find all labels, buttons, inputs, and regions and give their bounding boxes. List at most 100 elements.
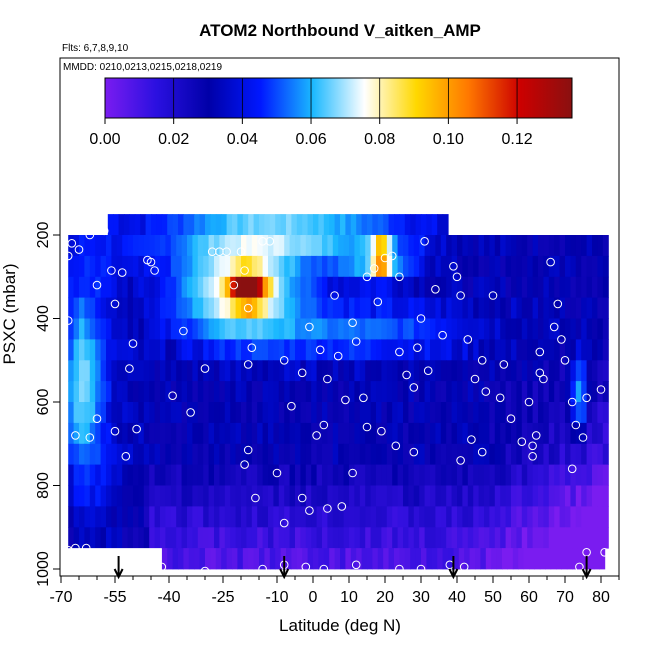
heatmap-cell [311, 443, 318, 466]
sample-point [402, 370, 411, 380]
heatmap-cell [413, 255, 420, 278]
heatmap-cell [554, 297, 561, 319]
heatmap-cell [111, 276, 118, 299]
heatmap-cell [138, 402, 145, 424]
heatmap-cell [539, 548, 546, 570]
heatmap-cell [286, 548, 292, 570]
heatmap-cell [500, 485, 507, 507]
heatmap-cell [565, 360, 571, 382]
heatmap-cell [484, 297, 490, 319]
heatmap-cell [100, 235, 107, 257]
heatmap-cell [311, 235, 318, 257]
heatmap-cell [215, 548, 222, 570]
heatmap-cell [327, 527, 334, 549]
heatmap-cell [149, 506, 156, 528]
heatmap-cell [73, 506, 80, 528]
heatmap-cell [154, 402, 161, 424]
heatmap-cell [386, 464, 393, 486]
heatmap-cell [161, 548, 168, 570]
heatmap-cell [386, 422, 393, 445]
heatmap-cell [224, 297, 231, 319]
heatmap-cell [446, 464, 453, 486]
heatmap-cell [273, 255, 280, 278]
heatmap-cell [170, 402, 177, 424]
sample-point [362, 422, 372, 432]
heatmap-cell [262, 235, 269, 257]
heatmap-cell [494, 339, 501, 361]
heatmap-cell [106, 318, 112, 340]
heatmap-cell [532, 339, 539, 361]
heatmap-cell [170, 235, 177, 257]
heatmap-cell [322, 255, 328, 278]
heatmap-cell [572, 548, 579, 570]
heatmap-cell [343, 235, 350, 257]
heatmap-cell [273, 443, 280, 466]
heatmap-cell [68, 318, 75, 340]
heatmap-cell [575, 402, 582, 424]
heatmap-cell [116, 402, 123, 424]
heatmap-cell [489, 318, 496, 340]
heatmap-cell [527, 402, 534, 424]
heatmap-cell [224, 443, 231, 466]
heatmap-cell [262, 464, 269, 486]
heatmap-cell [365, 297, 372, 319]
heatmap-cell [122, 297, 129, 319]
heatmap-cell [404, 548, 411, 570]
heatmap-cell [376, 402, 382, 424]
heatmap-cell [370, 422, 377, 445]
heatmap-cell [219, 464, 226, 486]
heatmap-cell [592, 422, 598, 445]
heatmap-cell [413, 402, 420, 424]
x-tick-label: 0 [309, 589, 318, 606]
heatmap-cell [451, 235, 458, 257]
heatmap-cell [224, 527, 231, 549]
heatmap-cell [235, 318, 242, 340]
heatmap-cell [197, 276, 204, 299]
heatmap-cell [203, 360, 210, 382]
heatmap-cell [305, 339, 312, 361]
heatmap-cell [489, 255, 496, 278]
heatmap-cell [381, 360, 388, 382]
heatmap-cell [235, 235, 242, 257]
heatmap-cell [316, 485, 323, 507]
heatmap-cell [311, 360, 318, 382]
heatmap-cell [68, 527, 75, 549]
heatmap-cell [199, 214, 206, 236]
heatmap-cell [543, 381, 550, 403]
heatmap-cell [214, 339, 220, 361]
heatmap-cell [133, 360, 139, 382]
heatmap-cell [457, 276, 463, 299]
heatmap-cell [435, 485, 442, 507]
heatmap-cell [516, 381, 523, 403]
heatmap-cell [278, 422, 285, 445]
sample-point [369, 264, 379, 273]
heatmap-cell [143, 297, 150, 319]
sample-point [71, 543, 80, 553]
heatmap-cell [446, 318, 453, 340]
heatmap-cell [588, 548, 595, 570]
heatmap-cell [462, 464, 469, 486]
heatmap-cell [532, 235, 539, 257]
heatmap-cell [208, 485, 215, 507]
heatmap-cell [340, 548, 346, 570]
heatmap-cell [248, 548, 255, 570]
heatmap-cell [89, 235, 96, 257]
heatmap-cell [381, 402, 388, 424]
sample-point [132, 424, 141, 434]
heatmap-cell [548, 402, 555, 424]
heatmap-cell [278, 485, 285, 507]
heatmap-cell [100, 318, 107, 340]
heatmap-cell [430, 422, 436, 445]
heatmap-cell [467, 527, 474, 549]
sample-point [531, 431, 541, 440]
heatmap-cell [203, 235, 210, 257]
heatmap-cell [440, 235, 447, 257]
sample-point [81, 543, 91, 553]
heatmap-cell [392, 506, 399, 528]
heatmap-cell [575, 422, 582, 445]
heatmap-cell [592, 235, 598, 257]
heatmap-cell [246, 276, 253, 299]
heatmap-cell [143, 422, 150, 445]
heatmap-cell [602, 276, 609, 299]
heatmap-cell [586, 422, 593, 445]
